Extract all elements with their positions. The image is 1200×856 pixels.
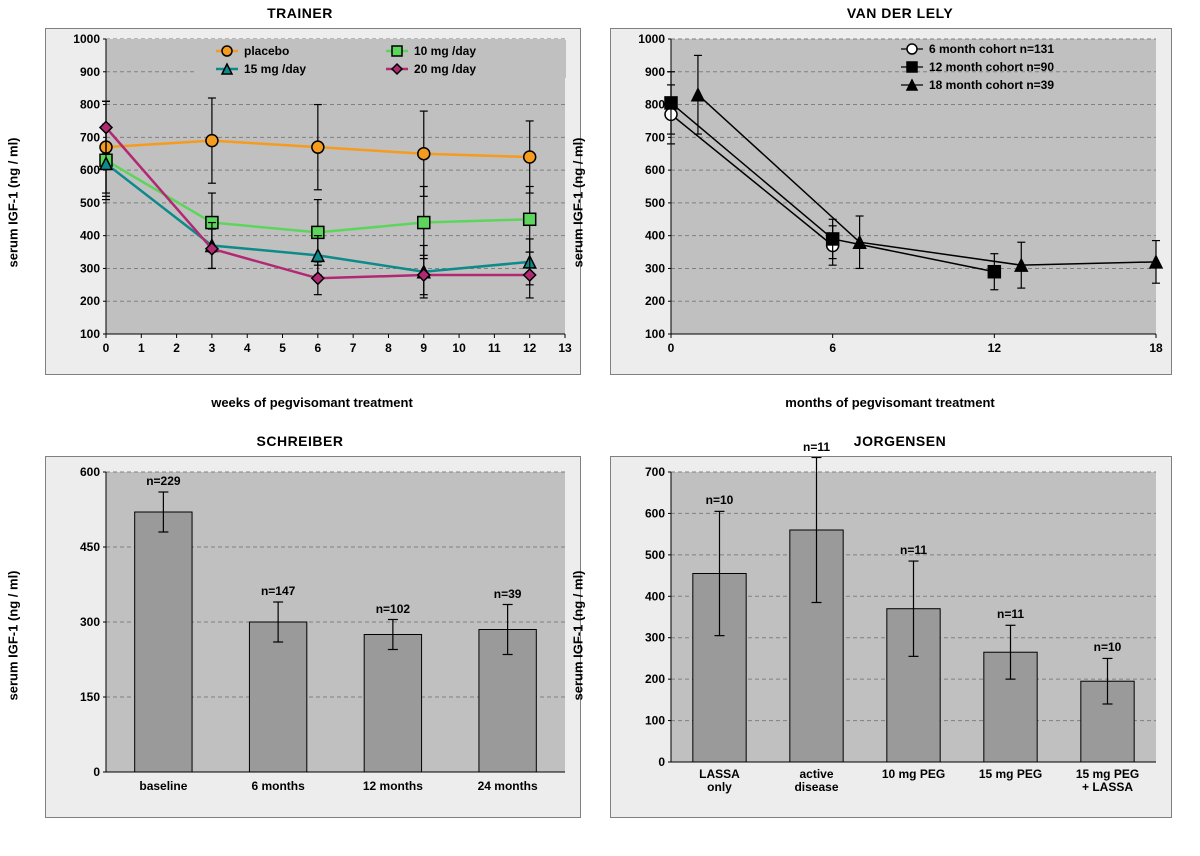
svg-text:15 mg /day: 15 mg /day: [244, 62, 306, 76]
svg-text:1000: 1000: [638, 32, 665, 46]
jorgensen-title: JORGENSEN: [854, 433, 946, 449]
schreiber-n-label: n=102: [376, 602, 410, 616]
svg-text:200: 200: [80, 294, 100, 308]
schreiber-cat-label: baseline: [139, 780, 187, 793]
jorgensen-n-label: n=11: [997, 607, 1024, 621]
svg-text:400: 400: [80, 229, 100, 243]
vdl-chart: 100 200 300 400 500 600 700 800 900 1000 0 6 12 18 6 m…: [611, 29, 1171, 374]
svg-text:2: 2: [173, 341, 180, 355]
svg-text:500: 500: [645, 548, 665, 562]
svg-text:600: 600: [645, 163, 665, 177]
svg-text:7: 7: [350, 341, 357, 355]
trainer-title: TRAINER: [267, 5, 333, 21]
svg-text:9: 9: [420, 341, 427, 355]
svg-text:700: 700: [80, 130, 100, 144]
svg-text:1: 1: [138, 341, 145, 355]
svg-text:100: 100: [645, 327, 665, 341]
jorgensen-n-label: n=10: [706, 493, 734, 507]
jorgensen-cat-label: 15 mg PEG: [966, 768, 1056, 781]
trainer-ylabel: serum IGF-1 (ng / ml): [6, 137, 21, 267]
jorgensen-chart: 0 100 200 300 400 500 600 700: [611, 457, 1171, 817]
svg-text:300: 300: [645, 631, 665, 645]
svg-text:300: 300: [80, 261, 100, 275]
svg-text:10 mg /day: 10 mg /day: [414, 44, 476, 58]
svg-text:11: 11: [488, 341, 501, 355]
jorgensen-cat-label: activedisease: [772, 768, 862, 794]
svg-text:6 month cohort n=131: 6 month cohort n=131: [929, 42, 1054, 56]
vdl-ylabel: serum IGF-1 (ng / ml): [571, 137, 586, 267]
svg-text:600: 600: [80, 465, 100, 479]
jorgensen-plot-box: 0 100 200 300 400 500 600 700 n=10 LASSAonly n=11…: [610, 456, 1172, 818]
svg-text:0: 0: [658, 755, 665, 769]
svg-text:150: 150: [80, 690, 100, 704]
trainer-chart: 1002003004005006007008009001000012345678…: [46, 29, 580, 374]
jorgensen-cat-label: LASSAonly: [675, 768, 765, 794]
svg-text:6: 6: [315, 341, 322, 355]
svg-text:400: 400: [645, 229, 665, 243]
svg-text:13: 13: [558, 341, 572, 355]
jorgensen-cat-label: 15 mg PEG+ LASSA: [1063, 768, 1153, 794]
svg-text:500: 500: [645, 196, 665, 210]
svg-text:400: 400: [645, 589, 665, 603]
svg-text:100: 100: [645, 714, 665, 728]
jorgensen-ylabel: serum IGF-1 (ng / ml): [571, 570, 586, 700]
svg-text:700: 700: [645, 465, 665, 479]
svg-text:900: 900: [645, 65, 665, 79]
schreiber-plot-box: 0 150 300 450 600 n=229 baseline n=147 6 months…: [45, 456, 581, 818]
svg-text:600: 600: [645, 506, 665, 520]
schreiber-ylabel: serum IGF-1 (ng / ml): [6, 570, 21, 700]
svg-text:200: 200: [645, 672, 665, 686]
trainer-xlabel: weeks of pegvisomant treatment: [45, 395, 579, 410]
svg-text:12: 12: [988, 341, 1002, 355]
svg-text:18: 18: [1149, 341, 1163, 355]
svg-text:800: 800: [645, 98, 665, 112]
svg-text:450: 450: [80, 540, 100, 554]
jorgensen-cat-label: 10 mg PEG: [869, 768, 959, 781]
svg-text:0: 0: [93, 765, 100, 779]
jorgensen-n-label: n=11: [803, 440, 830, 454]
svg-text:300: 300: [645, 261, 665, 275]
jorgensen-n-label: n=10: [1094, 640, 1122, 654]
schreiber-cat-label: 24 months: [478, 780, 538, 793]
schreiber-cat-label: 12 months: [363, 780, 423, 793]
schreiber-chart: 0 150 300 450 600: [46, 457, 580, 817]
svg-text:1000: 1000: [73, 32, 100, 46]
svg-text:100: 100: [80, 327, 100, 341]
vdl-title: VAN DER LELY: [847, 5, 953, 21]
svg-text:6: 6: [829, 341, 836, 355]
svg-text:10: 10: [452, 341, 466, 355]
svg-text:placebo: placebo: [244, 44, 289, 58]
svg-text:600: 600: [80, 163, 100, 177]
vdl-plot-box: 100 200 300 400 500 600 700 800 900 1000 0 6 12 18 6 m…: [610, 28, 1172, 375]
svg-text:200: 200: [645, 294, 665, 308]
vdl-xlabel: months of pegvisomant treatment: [610, 395, 1170, 410]
panel-jorgensen: JORGENSEN 0 100 200 300 400 500 600 700 n=10 LAS…: [600, 428, 1200, 856]
svg-text:18 month cohort n=39: 18 month cohort n=39: [929, 78, 1054, 92]
svg-text:700: 700: [645, 130, 665, 144]
schreiber-n-label: n=39: [494, 587, 522, 601]
svg-text:8: 8: [385, 341, 392, 355]
svg-text:500: 500: [80, 196, 100, 210]
svg-text:5: 5: [279, 341, 286, 355]
svg-text:20 mg /day: 20 mg /day: [414, 62, 476, 76]
svg-text:0: 0: [103, 341, 110, 355]
svg-text:0: 0: [668, 341, 675, 355]
panel-vanderlely: VAN DER LELY 100 200 300 400 500 600 700 800 900…: [600, 0, 1200, 428]
svg-text:800: 800: [80, 98, 100, 112]
svg-text:900: 900: [80, 65, 100, 79]
schreiber-cat-label: 6 months: [251, 780, 304, 793]
svg-text:12 month cohort n=90: 12 month cohort n=90: [929, 60, 1054, 74]
panel-schreiber: SCHREIBER 0 150 300 450 600 n=229 baseline n=1…: [0, 428, 600, 856]
jorgensen-n-label: n=11: [900, 543, 927, 557]
svg-text:3: 3: [209, 341, 216, 355]
svg-text:4: 4: [244, 341, 251, 355]
trainer-plot-box: 1002003004005006007008009001000012345678…: [45, 28, 581, 375]
schreiber-title: SCHREIBER: [257, 433, 344, 449]
svg-text:12: 12: [523, 341, 537, 355]
panel-trainer: TRAINER 100 200 300 400 500 600 700 800 900 1000 0…: [0, 0, 600, 428]
svg-text:300: 300: [80, 615, 100, 629]
schreiber-n-label: n=229: [146, 474, 180, 488]
schreiber-n-label: n=147: [261, 584, 295, 598]
